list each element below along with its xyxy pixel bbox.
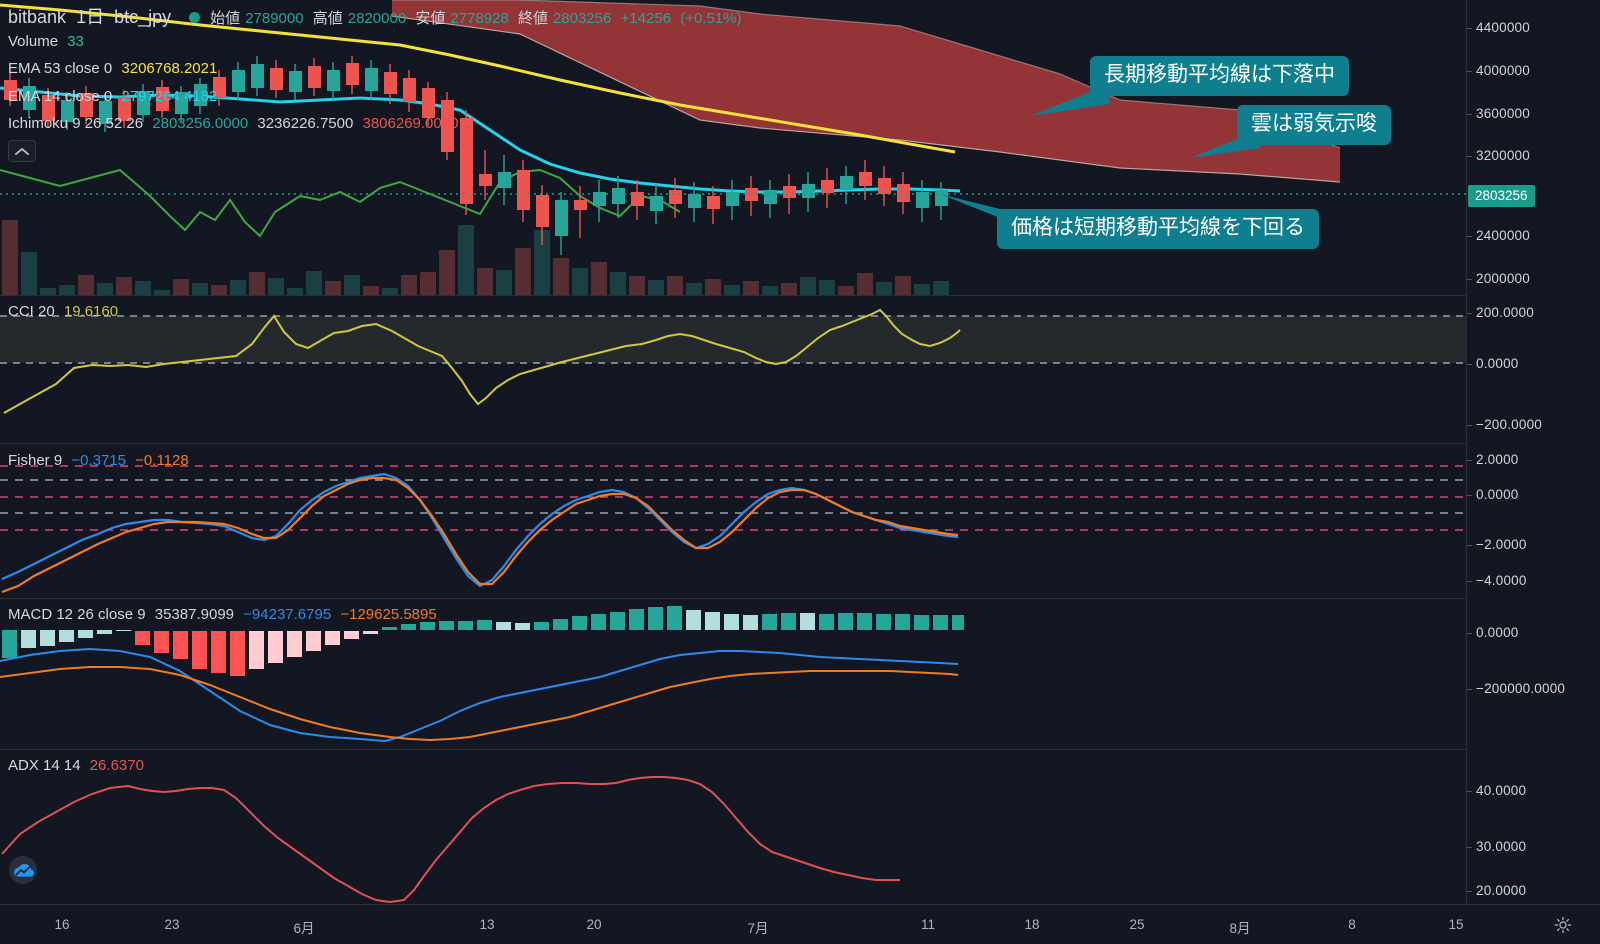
fisher-pane[interactable] [0, 444, 1466, 599]
collapse-pane-button[interactable] [8, 140, 36, 162]
ichimoku-chikou-line [0, 168, 681, 238]
time-label-10: 8 [1348, 917, 1356, 932]
macd-tick-neg200000: −200000.0000 [1466, 681, 1566, 696]
annotation-long-ma-falling: 長期移動平均線は下落中 [1090, 56, 1349, 96]
price-tick-4400000: 4400000 [1467, 20, 1530, 35]
scale-divider [1466, 0, 1467, 904]
adx-chart-svg [0, 750, 1466, 904]
chart-logo[interactable] [8, 855, 38, 885]
time-label-7: 18 [1024, 917, 1040, 932]
settings-button[interactable] [1554, 916, 1572, 934]
pane-separator-fisher [0, 443, 1600, 444]
macd-histogram [2, 606, 964, 676]
price-scale[interactable]: 4400000 4000000 3600000 3200000 2803256 … [1466, 0, 1600, 904]
fisher-tick-2: 2.0000 [1467, 452, 1519, 467]
cci-tick-200: 200.0000 [1467, 305, 1534, 320]
price-tick-3200000: 3200000 [1467, 148, 1530, 163]
adx-tick-20: 20.0000 [1466, 883, 1527, 898]
adx-tick-40: 40.0000 [1466, 783, 1527, 798]
candlestick-series [4, 56, 948, 255]
time-axis[interactable]: 16 23 6月 13 20 7月 11 18 25 8月 8 15 [0, 904, 1600, 944]
time-label-4: 20 [586, 917, 602, 932]
time-label-6: 11 [920, 917, 936, 932]
cci-line [3, 314, 717, 414]
time-label-9: 8月 [1229, 921, 1251, 936]
price-tick-4000000: 4000000 [1467, 63, 1530, 78]
pane-separator-cci [0, 295, 1600, 296]
adx-line [1, 776, 900, 904]
fisher-tick-0: 0.0000 [1467, 487, 1519, 502]
senkou-span-a-line [392, 0, 1341, 149]
price-tick-2000000: 2000000 [1467, 271, 1530, 286]
current-price-badge[interactable]: 2803256 [1468, 185, 1535, 207]
cci-band [0, 316, 1466, 363]
time-label-8: 25 [1129, 917, 1145, 932]
adx-tick-30: 30.0000 [1466, 839, 1527, 854]
fisher-tick-neg2: −2.0000 [1467, 537, 1527, 552]
macd-pane[interactable] [0, 599, 1466, 745]
time-label-0: 16 [54, 917, 70, 932]
chevron-up-icon [15, 147, 29, 155]
gear-icon [1554, 916, 1572, 934]
fisher-chart-svg [0, 444, 1466, 599]
cci-chart-svg [0, 296, 1466, 434]
pane-separator-adx [0, 749, 1600, 750]
ema53-line [0, 3, 956, 154]
annotation-price-below-short-ma: 価格は短期移動平均線を下回る [997, 209, 1319, 249]
macd-line [0, 647, 959, 743]
fisher-tick-neg4: −4.0000 [1467, 573, 1527, 588]
time-label-1: 23 [164, 917, 180, 932]
price-tick-2400000: 2400000 [1467, 228, 1530, 243]
macd-tick-0: 0.0000 [1467, 625, 1519, 640]
ichimoku-cloud-bearish [392, 0, 1340, 182]
annotation-cloud-bearish: 雲は弱気示唆 [1237, 105, 1391, 145]
time-label-3: 13 [479, 917, 495, 932]
macd-signal-line [0, 666, 959, 742]
cci-tick-0: 0.0000 [1467, 356, 1519, 371]
time-label-5: 7月 [747, 921, 769, 936]
time-label-2: 6月 [293, 921, 315, 936]
price-tick-3600000: 3600000 [1467, 106, 1530, 121]
cci-pane[interactable] [0, 296, 1466, 434]
volume-histogram [2, 220, 949, 295]
fisher-trigger-line [1, 476, 959, 594]
time-label-11: 15 [1448, 917, 1464, 932]
pane-separator-macd [0, 598, 1600, 599]
adx-pane[interactable] [0, 750, 1466, 904]
senkou-span-b-line [391, 15, 1341, 183]
tradingview-logo-icon [9, 856, 37, 884]
macd-chart-svg [0, 599, 1466, 745]
cci-tick-neg200: −200.0000 [1467, 417, 1542, 432]
